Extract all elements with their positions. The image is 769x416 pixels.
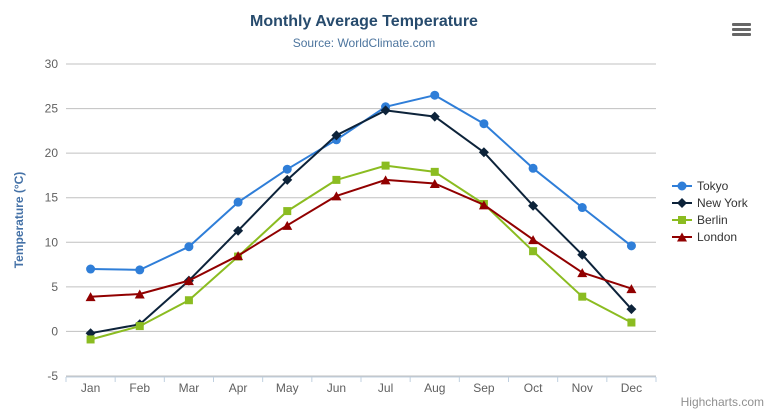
hamburger-icon — [732, 23, 752, 36]
x-axis-tick-label: Aug — [424, 381, 445, 395]
legend-symbol-london[interactable] — [677, 232, 687, 241]
series-line-london — [90, 178, 632, 298]
circle-legend-icon — [672, 181, 692, 190]
marker-london-oct[interactable] — [528, 235, 539, 245]
marker-berlin-mar[interactable] — [184, 296, 193, 305]
legend: Tokyo New York Berlin London — [672, 177, 748, 245]
y-axis-tick-label: 10 — [45, 235, 59, 249]
marker-london-aug[interactable] — [429, 178, 440, 188]
x-axis-tick-label: Apr — [229, 381, 248, 395]
marker-london-feb[interactable] — [134, 289, 145, 299]
legend-symbol-berlin[interactable] — [678, 215, 686, 224]
series-tokyo — [86, 90, 636, 275]
chart-subtitle: Source: WorldClimate.com — [292, 36, 436, 50]
legend-label: Berlin — [697, 212, 728, 227]
square-legend-icon — [672, 215, 692, 224]
marker-tokyo-jan[interactable] — [86, 264, 96, 274]
series-new-york — [85, 105, 637, 339]
credits-link[interactable]: Highcharts.com — [680, 395, 764, 409]
marker-new-york-may[interactable] — [282, 174, 293, 185]
x-axis-tick-label: Sep — [473, 381, 495, 395]
y-axis-title: Temperature (°C) — [12, 171, 26, 269]
x-axis-tick-label: Dec — [621, 381, 642, 395]
legend-label: New York — [697, 195, 748, 210]
legend-item-new-york[interactable]: New York — [672, 194, 748, 211]
marker-london-jun[interactable] — [331, 191, 342, 201]
marker-berlin-dec[interactable] — [627, 318, 636, 327]
marker-london-dec[interactable] — [626, 284, 637, 294]
marker-new-york-sep[interactable] — [478, 147, 489, 158]
marker-tokyo-apr[interactable] — [233, 197, 243, 207]
x-axis-tick-label: Feb — [129, 381, 150, 395]
series-line-berlin — [90, 164, 632, 341]
legend-symbol-new-york[interactable] — [677, 197, 687, 208]
y-axis-tick-label: 0 — [51, 324, 58, 338]
marker-berlin-jan[interactable] — [86, 335, 95, 344]
marker-london-nov[interactable] — [577, 268, 588, 278]
marker-new-york-aug[interactable] — [429, 111, 440, 122]
marker-berlin-aug[interactable] — [430, 167, 439, 176]
marker-berlin-nov[interactable] — [578, 292, 587, 301]
legend-item-tokyo[interactable]: Tokyo — [672, 177, 748, 194]
y-axis-tick-label: -5 — [47, 369, 58, 383]
marker-tokyo-nov[interactable] — [577, 203, 587, 213]
y-axis-tick-label: 25 — [45, 102, 59, 116]
x-axis-tick-label: Jan — [81, 381, 100, 395]
legend-label: London — [697, 229, 738, 244]
marker-new-york-dec[interactable] — [626, 304, 637, 315]
x-axis-tick-label: May — [276, 381, 299, 395]
marker-new-york-nov[interactable] — [577, 249, 588, 260]
legend-label: Tokyo — [697, 178, 729, 193]
legend-symbol-tokyo[interactable] — [677, 181, 687, 190]
y-axis-tick-label: 5 — [51, 280, 58, 294]
series-london — [85, 175, 637, 302]
x-axis-tick-label: Jul — [378, 381, 393, 395]
marker-tokyo-oct[interactable] — [528, 163, 538, 173]
marker-new-york-apr[interactable] — [233, 225, 244, 236]
marker-london-sep[interactable] — [478, 200, 489, 210]
marker-tokyo-aug[interactable] — [430, 90, 440, 100]
marker-tokyo-mar[interactable] — [184, 242, 194, 252]
chart-title: Monthly Average Temperature — [250, 13, 478, 30]
marker-london-mar[interactable] — [183, 276, 194, 286]
marker-berlin-feb[interactable] — [135, 322, 144, 331]
x-axis-tick-label: Nov — [572, 381, 593, 395]
marker-tokyo-sep[interactable] — [479, 119, 489, 129]
marker-tokyo-feb[interactable] — [135, 265, 145, 275]
marker-berlin-may[interactable] — [283, 207, 292, 216]
marker-london-jan[interactable] — [85, 292, 96, 302]
marker-new-york-jul[interactable] — [380, 105, 391, 116]
y-axis-tick-label: 30 — [45, 57, 59, 71]
chart-context-menu-button[interactable] — [731, 21, 753, 38]
diamond-legend-icon — [672, 197, 692, 208]
marker-new-york-oct[interactable] — [528, 200, 539, 211]
marker-london-jul[interactable] — [380, 175, 391, 185]
series-line-tokyo — [90, 94, 633, 271]
marker-berlin-jun[interactable] — [332, 175, 341, 184]
x-axis-tick-label: Jun — [327, 381, 346, 395]
x-axis-tick-label: Mar — [179, 381, 200, 395]
marker-tokyo-dec[interactable] — [626, 241, 636, 251]
marker-london-apr[interactable] — [233, 251, 244, 261]
marker-tokyo-may[interactable] — [282, 164, 292, 174]
x-axis-tick-label: Oct — [524, 381, 543, 395]
legend-item-berlin[interactable]: Berlin — [672, 211, 748, 228]
legend-item-london[interactable]: London — [672, 228, 748, 245]
marker-new-york-jun[interactable] — [331, 130, 342, 141]
marker-london-may[interactable] — [282, 220, 293, 230]
marker-berlin-jul[interactable] — [381, 161, 390, 170]
series-line-new-york — [90, 109, 633, 335]
triangle-legend-icon — [672, 232, 692, 241]
y-axis-tick-label: 15 — [45, 191, 59, 205]
y-axis-tick-label: 20 — [45, 146, 59, 160]
marker-berlin-oct[interactable] — [529, 247, 538, 256]
